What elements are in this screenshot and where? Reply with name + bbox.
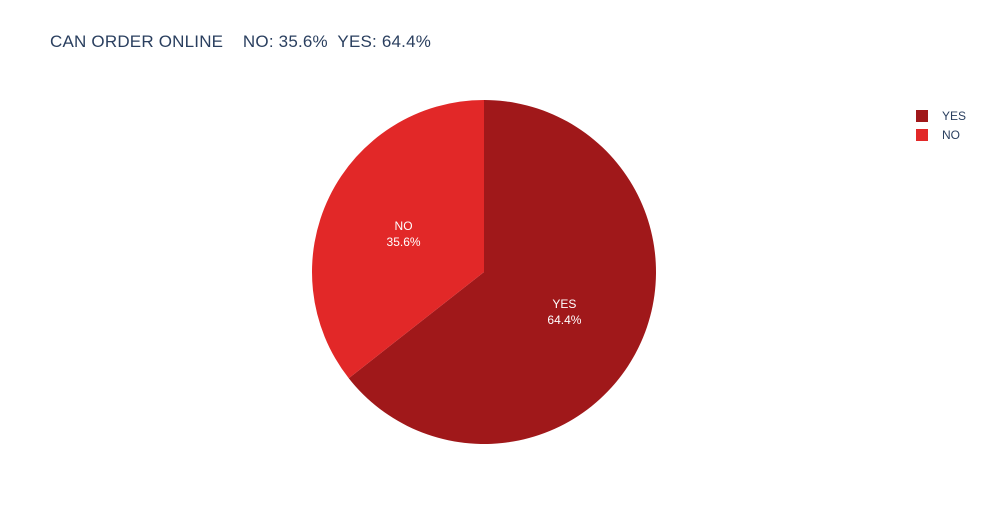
legend-label-no: NO — [942, 127, 960, 142]
legend: YES NO — [916, 106, 966, 144]
legend-item-no[interactable]: NO — [916, 125, 966, 144]
legend-swatch-no — [916, 128, 928, 141]
slice-percent-yes: 64.4% — [547, 313, 581, 327]
legend-swatch-yes — [916, 109, 928, 122]
pie-slice-no[interactable] — [312, 100, 484, 379]
slice-percent-no: 35.6% — [387, 235, 421, 249]
slice-label-no: NO — [395, 219, 413, 233]
pie-slice-yes[interactable] — [348, 100, 656, 444]
chart-title: CAN ORDER ONLINE NO: 35.6% YES: 64.4% — [50, 32, 432, 51]
legend-item-yes[interactable]: YES — [916, 106, 966, 125]
legend-label-yes: YES — [942, 108, 967, 123]
slice-label-yes: YES — [552, 297, 576, 311]
